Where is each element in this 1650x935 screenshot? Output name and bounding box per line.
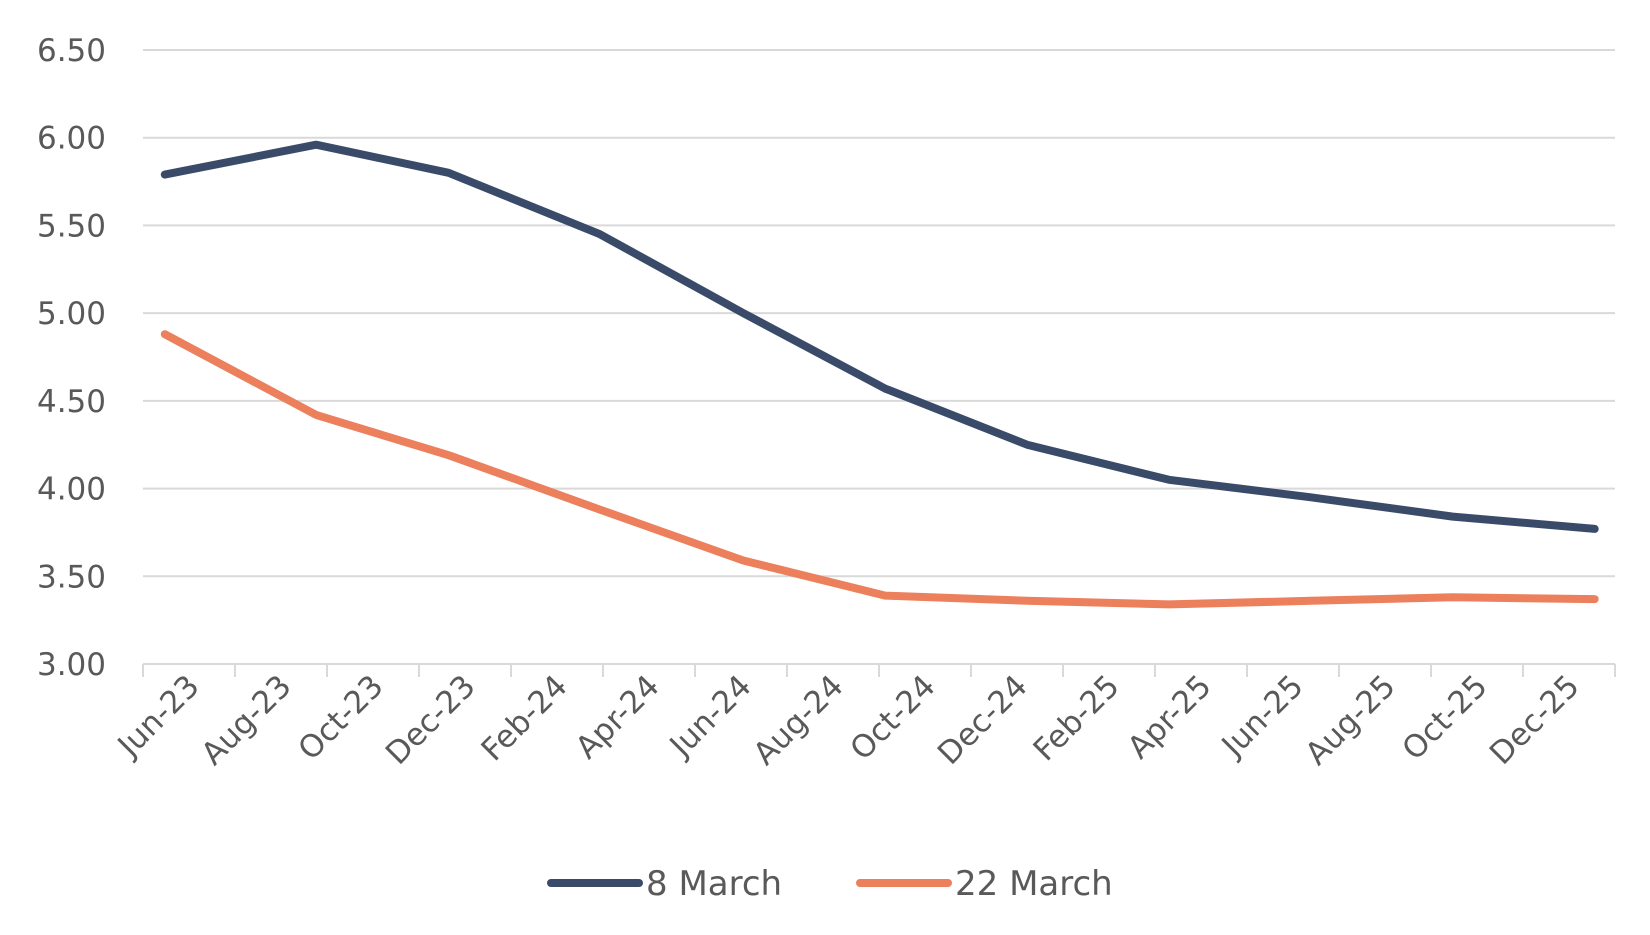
x-tick-label: Jun-23 (110, 668, 207, 765)
y-axis: 3.00 3.50 4.00 4.50 5.00 5.50 6.00 6.50 (37, 33, 106, 683)
x-axis (142, 663, 1616, 677)
series-lines (160, 140, 1599, 609)
x-tick-label: Oct-24 (843, 668, 942, 767)
x-tick-label: Dec-23 (379, 668, 483, 772)
x-tick-label: Aug-25 (1299, 668, 1403, 772)
x-tick-label: Apr-25 (1121, 668, 1219, 766)
x-tick-label: Dec-24 (931, 668, 1035, 772)
x-tick-label: Feb-25 (1027, 668, 1127, 768)
x-tick-label: Dec-25 (1483, 668, 1587, 772)
x-tick-label: Feb-24 (475, 668, 575, 768)
y-tick-label: 6.00 (37, 121, 106, 157)
y-tick-label: 3.50 (37, 559, 106, 595)
x-tick-label: Aug-23 (195, 668, 299, 772)
y-tick-label: 4.50 (37, 384, 106, 420)
y-tick-label: 6.50 (37, 33, 106, 69)
legend-label: 8 March (646, 864, 782, 904)
x-tick-labels: Jun-23Aug-23Oct-23Dec-23Feb-24Apr-24Jun-… (110, 668, 1587, 772)
x-tick-label: Jun-24 (662, 668, 759, 765)
x-tick-label: Aug-24 (747, 668, 851, 772)
y-tick-label: 4.00 (37, 472, 106, 508)
series-line (160, 140, 1599, 533)
legend: 8 March 22 March (547, 864, 1113, 904)
legend-label: 22 March (955, 864, 1113, 904)
gridlines (143, 49, 1615, 578)
y-tick-label: 5.00 (37, 296, 106, 332)
x-tick-label: Jun-25 (1214, 668, 1311, 765)
y-tick-label: 5.50 (37, 208, 106, 244)
series-line (160, 330, 1599, 609)
x-tick-label: Oct-25 (1395, 668, 1494, 767)
x-tick-label: Oct-23 (291, 668, 390, 767)
y-tick-label: 3.00 (37, 647, 106, 683)
x-tick-label: Apr-24 (569, 668, 667, 766)
